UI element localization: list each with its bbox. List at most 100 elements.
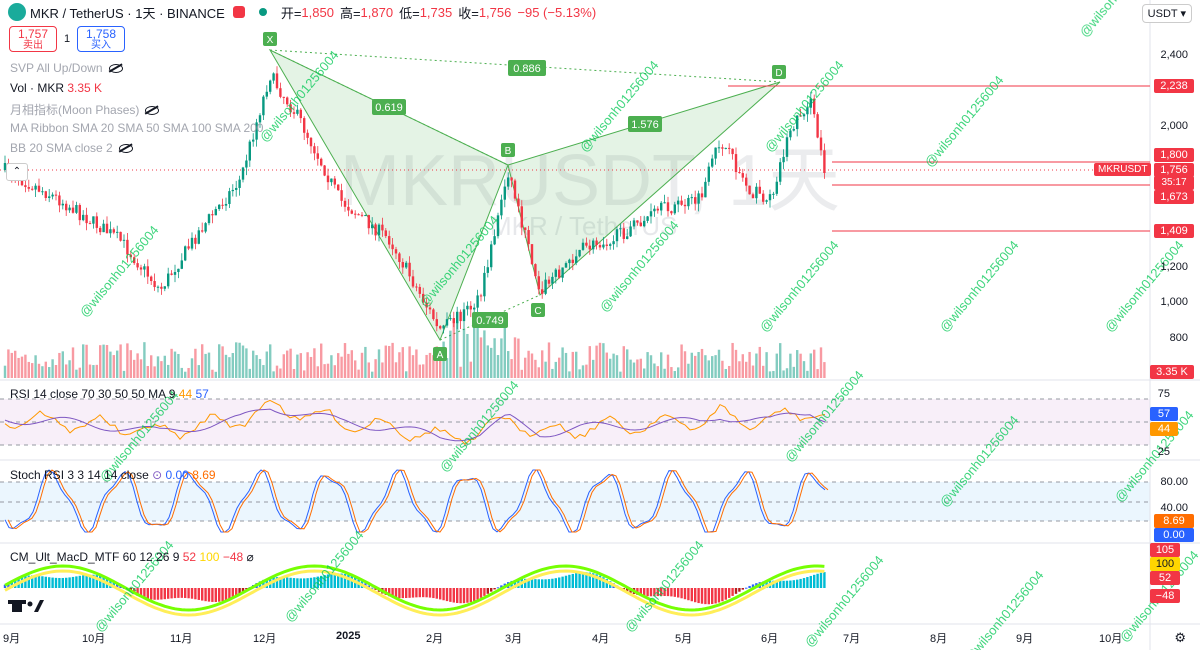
volume-bar <box>415 349 418 378</box>
symbol-header: MKR / TetherUS · 1天 · BINANCE 开= 1,850 高=… <box>0 0 1150 24</box>
macd-histogram-bar <box>51 577 54 588</box>
volume-bar <box>479 337 483 378</box>
candle-body <box>272 73 275 81</box>
candle-body <box>632 220 636 227</box>
svg-text:D: D <box>775 68 782 79</box>
candle-body <box>690 197 693 199</box>
pattern-xb-line <box>269 49 509 166</box>
candle-body <box>629 226 632 237</box>
time-axis-label: 8月 <box>930 633 948 645</box>
stoch-rsi-indicator-label[interactable]: Stoch RSI 3 3 14 14 close ⊙ 0.00 8.69 <box>10 468 216 482</box>
macd-histogram-bar <box>85 574 88 588</box>
candle-body <box>517 198 520 207</box>
ma-ribbon-indicator-label[interactable]: MA Ribbon SMA 20 SMA 50 SMA 100 SMA 200 <box>10 121 264 135</box>
macd-histogram-bar <box>622 588 625 590</box>
macd-histogram-bar <box>303 578 306 588</box>
macd-histogram-bar <box>809 575 812 588</box>
candle-body <box>728 147 731 149</box>
macd-histogram-bar <box>496 587 500 589</box>
candle-body <box>653 208 656 212</box>
eye-off-icon[interactable] <box>145 106 160 116</box>
volume-bar <box>408 346 411 378</box>
macd-histogram-bar <box>245 588 248 590</box>
candle-body <box>479 295 483 297</box>
volume-bar <box>765 352 768 378</box>
settings-gear-icon[interactable]: ⚙ <box>1174 630 1186 645</box>
candle-body <box>296 109 299 114</box>
macd-histogram-bar <box>394 588 398 598</box>
candle-body <box>439 326 442 329</box>
volume-bar <box>694 355 697 378</box>
candle-body <box>85 214 88 224</box>
candle-body <box>714 147 717 159</box>
macd-histogram-bar <box>320 575 323 588</box>
candle-body <box>816 114 819 138</box>
volume-bar <box>218 344 221 378</box>
macd-histogram-bar <box>241 588 245 592</box>
macd-histogram-bar <box>7 582 10 588</box>
candle-body <box>687 197 690 207</box>
candle-body <box>639 222 642 227</box>
volume-bar <box>568 371 571 378</box>
macd-histogram-bar <box>683 588 687 600</box>
bb-indicator-label[interactable]: BB 20 SMA close 2 <box>10 141 133 155</box>
candle-body <box>102 223 105 233</box>
collapse-legend-button[interactable]: ⌃ <box>6 163 28 181</box>
macd-histogram-bar <box>153 588 156 600</box>
currency-selector[interactable]: USDT ▾ <box>1141 4 1192 23</box>
stoch-k-tag: 0.00 <box>1154 528 1194 542</box>
macd-histogram-bar <box>680 588 683 599</box>
candle-body <box>428 307 432 310</box>
eye-off-icon[interactable] <box>108 64 123 74</box>
macd-histogram-bar <box>513 579 517 588</box>
sell-button[interactable]: 1,757 卖出 <box>9 26 57 52</box>
volume-bar <box>197 365 200 378</box>
close-label: 收= <box>458 5 479 21</box>
macd-histogram-bar <box>3 584 7 588</box>
volume-bar <box>105 344 109 378</box>
volume-bar <box>473 323 476 378</box>
rsi-indicator-label[interactable]: RSI 14 close 70 30 50 50 MA 9 44 57 <box>10 387 209 401</box>
candle-body <box>279 88 282 97</box>
buy-button[interactable]: 1,758 买入 <box>77 26 125 52</box>
high-label: 高= <box>339 5 361 21</box>
macd-histogram-bar <box>211 588 214 602</box>
candle-body <box>364 215 367 217</box>
macd-histogram-bar <box>228 588 231 600</box>
eye-off-icon[interactable] <box>118 144 133 154</box>
svg-text:X: X <box>267 35 274 46</box>
volume-indicator-label[interactable]: Vol · MKR 3.35 K <box>10 81 103 95</box>
svp-indicator-label[interactable]: SVP All Up/Down <box>10 61 123 75</box>
volume-bar <box>483 330 486 378</box>
volume-bar <box>717 349 721 378</box>
symbol-title[interactable]: MKR / TetherUS · 1天 · BINANCE <box>30 5 225 21</box>
volume-bar <box>34 355 37 378</box>
volume-bar <box>680 344 683 378</box>
moon-phase-indicator-label[interactable]: 月相指标(Moon Phases) <box>10 101 160 118</box>
candle-body <box>663 202 666 204</box>
candle-body <box>136 263 139 268</box>
volume-bar <box>639 358 642 378</box>
volume-bar <box>728 365 731 378</box>
candle-body <box>768 194 772 201</box>
volume-bar <box>190 358 194 378</box>
svg-text:@wilsonh01256004: @wilsonh01256004 <box>1102 238 1187 335</box>
macd-histogram-bar <box>65 577 68 588</box>
tradingview-logo-icon[interactable] <box>8 600 44 612</box>
macd-histogram-bar <box>299 578 302 588</box>
candle-body <box>500 199 503 216</box>
volume-bar <box>388 345 391 378</box>
volume-bar <box>802 361 806 378</box>
macd-indicator-label[interactable]: CM_Ult_MacD_MTF 60 12 26 9 52 100 −48 ⌀ <box>10 550 254 564</box>
macd-histogram-bar <box>789 580 792 588</box>
candle-body <box>779 162 782 182</box>
volume-bar <box>724 369 727 378</box>
candle-body <box>568 259 571 264</box>
macd-histogram-bar <box>391 588 394 598</box>
candle-body <box>231 189 234 192</box>
macd-histogram-bar <box>71 576 75 588</box>
candle-body <box>241 167 245 180</box>
macd-histogram-bar <box>442 588 445 601</box>
flag-icon[interactable] <box>232 6 245 18</box>
